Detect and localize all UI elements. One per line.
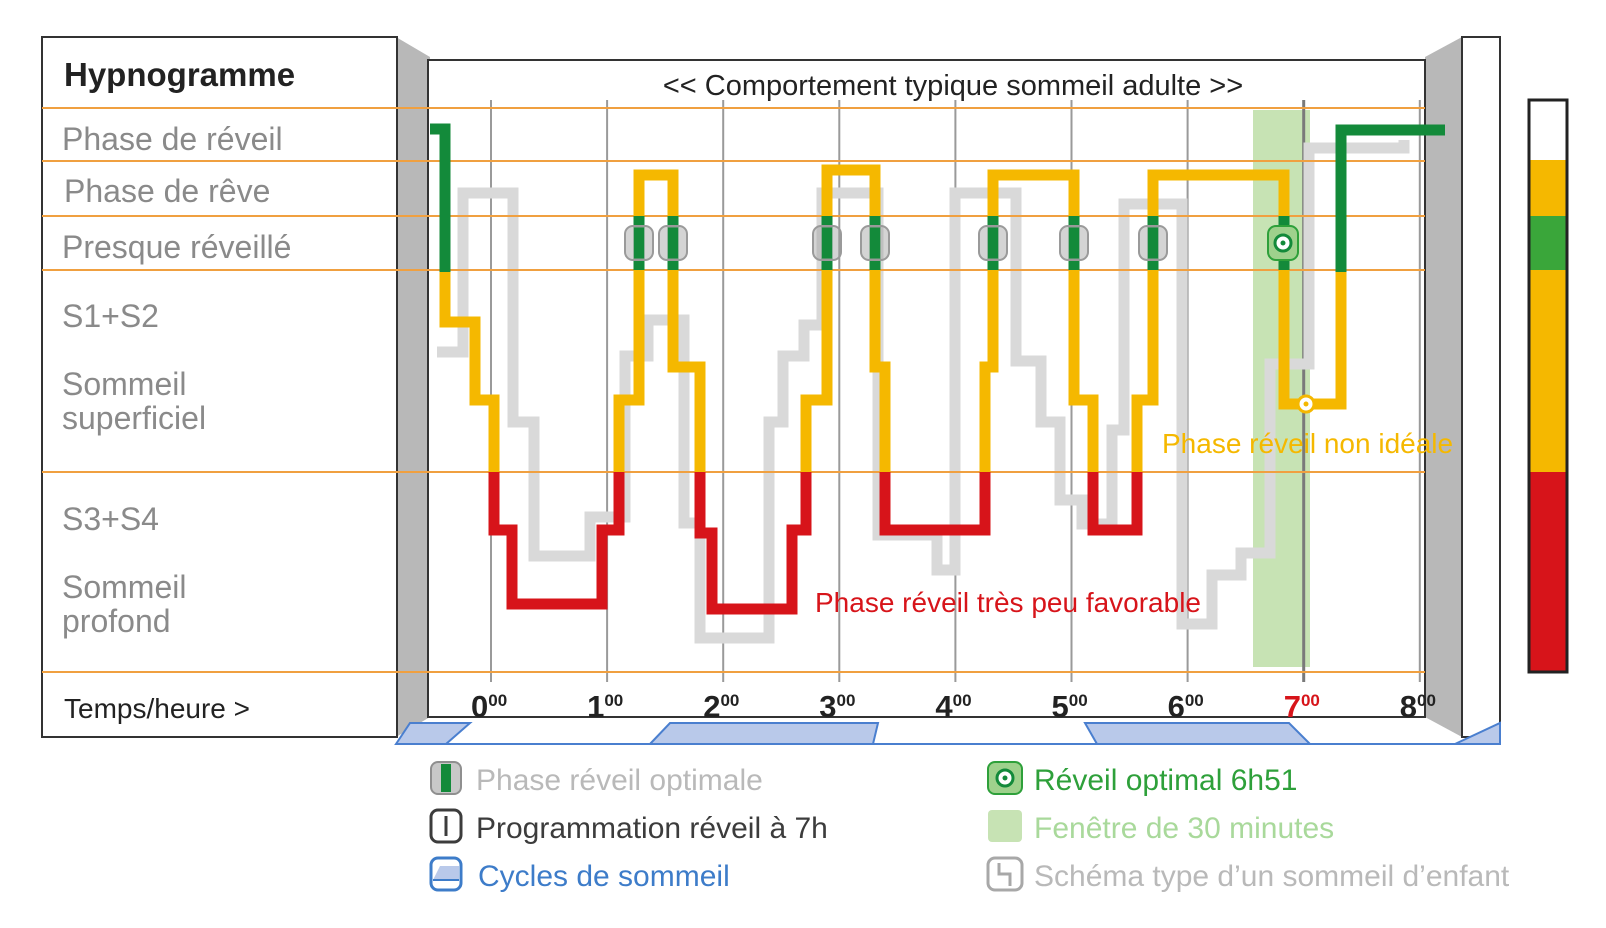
left-side-bevel <box>396 37 430 737</box>
stage-label-deep-name2: profond <box>62 603 171 639</box>
stage-separators <box>42 107 1425 673</box>
legend-alarm: Programmation réveil à 7h <box>476 812 828 845</box>
time-tick-label: 800 <box>1400 689 1436 724</box>
time-tick-label: 400 <box>935 689 971 724</box>
time-tick-label: 600 <box>1168 689 1204 724</box>
right-side-bevel <box>1425 37 1462 737</box>
panel-header: Hypnogramme <box>64 56 295 93</box>
stage-label-wake: Phase de réveil <box>62 121 283 157</box>
stage-label-light-name2: superficiel <box>62 400 206 436</box>
time-tick-label: 100 <box>587 689 623 724</box>
annotation-non-ideal: Phase réveil non idéale <box>1162 428 1453 459</box>
stage-label-deep-name: Sommeil <box>62 569 186 605</box>
time-tick-label: 500 <box>1052 689 1088 724</box>
stage-label-near-wake: Presque réveillé <box>62 229 291 265</box>
green-square-icon <box>988 810 1022 842</box>
legend-window: Fenêtre de 30 minutes <box>1034 812 1334 845</box>
legend: Phase réveil optimale Programmation réve… <box>429 761 1510 893</box>
time-tick-labels: 000 100 200 300 400 500 600 700 800 <box>471 689 1436 724</box>
time-tick-label: 300 <box>819 689 855 724</box>
legend-child: Schéma type d’un sommeil d’enfant <box>1034 860 1510 893</box>
time-tick-label: 000 <box>471 689 507 724</box>
sleep-cycles-band <box>394 721 1501 745</box>
adult-curve-deep <box>488 472 1143 615</box>
stage-label-light-name: Sommeil <box>62 366 186 402</box>
optimal-phase-bars <box>634 228 1158 258</box>
legend-cycles: Cycles de sommeil <box>478 860 730 893</box>
annotation-unfavorable: Phase réveil très peu favorable <box>815 587 1201 618</box>
legend-optimal-phase: Phase réveil optimale <box>476 764 763 797</box>
stage-label-deep-code: S3+S4 <box>62 501 159 537</box>
stage-color-scale <box>1527 98 1569 674</box>
time-tick-label: 200 <box>703 689 739 724</box>
stage-label-rem: Phase de rêve <box>64 173 270 209</box>
chart-title: << Comportement typique sommeil adulte >… <box>663 70 1243 102</box>
legend-optimal-wake: Réveil optimal 6h51 <box>1034 764 1297 797</box>
time-tick-label: 700 <box>1284 689 1320 724</box>
stage-label-light-code: S1+S2 <box>62 298 159 334</box>
right-frame <box>1461 36 1501 738</box>
left-panel <box>41 36 398 738</box>
time-axis-label: Temps/heure > <box>64 693 250 724</box>
adult-curve-light-rem <box>439 164 1347 472</box>
